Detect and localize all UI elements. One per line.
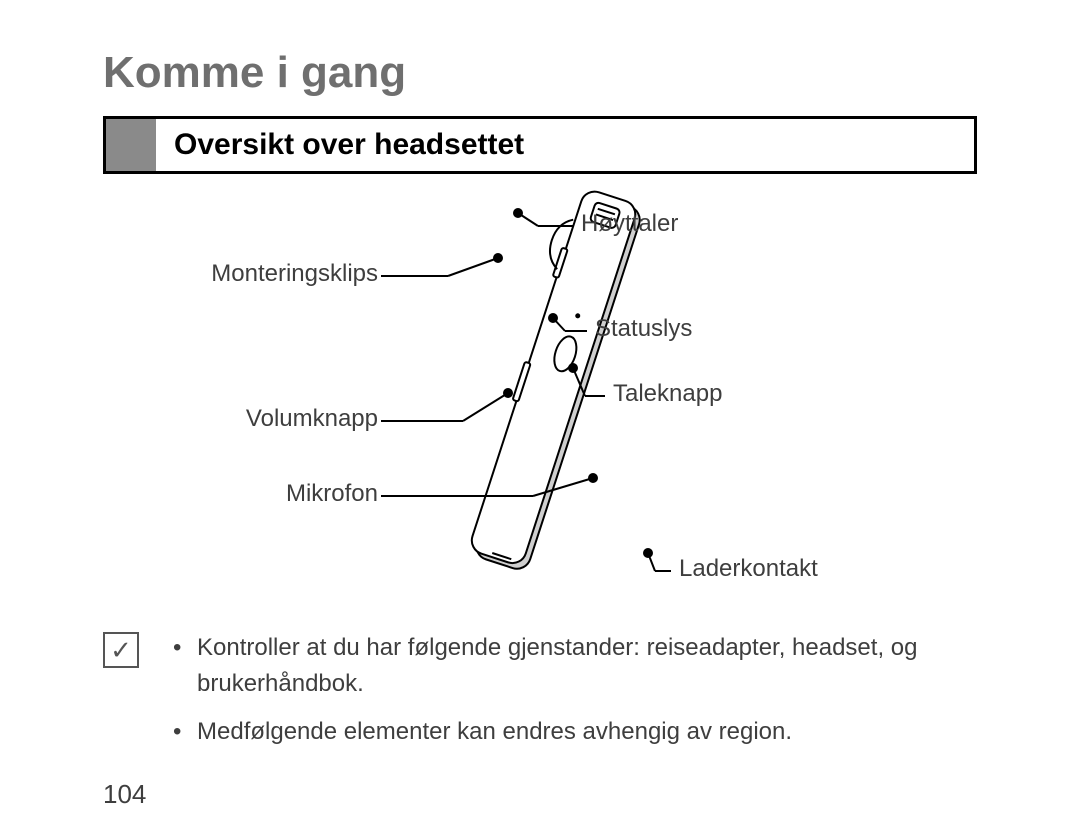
section-tab bbox=[106, 119, 156, 171]
page-number: 104 bbox=[103, 779, 146, 810]
label-statuslys: Statuslys bbox=[595, 315, 692, 343]
section-title: Oversikt over headsettet bbox=[174, 128, 524, 162]
headset-diagram: Monteringsklips Volumknapp Mikrofon Høyt… bbox=[103, 188, 977, 618]
label-mikrofon: Mikrofon bbox=[278, 480, 378, 508]
bullet-icon: • bbox=[173, 714, 197, 750]
page-title: Komme i gang bbox=[103, 48, 406, 98]
label-taleknapp: Taleknapp bbox=[613, 380, 722, 408]
bullet-icon: • bbox=[173, 630, 197, 702]
note-line: Kontroller at du har følgende gjenstande… bbox=[197, 630, 977, 702]
section-header: Oversikt over headsettet bbox=[103, 116, 977, 174]
check-icon: ✓ bbox=[103, 632, 139, 668]
notes-block: ✓ •Kontroller at du har følgende gjensta… bbox=[103, 630, 977, 750]
label-volumknapp: Volumknapp bbox=[238, 405, 378, 433]
label-monteringsklips: Monteringsklips bbox=[208, 260, 378, 288]
label-hoyttaler: Høyttaler bbox=[581, 210, 678, 238]
label-laderkontakt: Laderkontakt bbox=[679, 555, 818, 583]
note-line: Medfølgende elementer kan endres avhengi… bbox=[197, 714, 977, 750]
